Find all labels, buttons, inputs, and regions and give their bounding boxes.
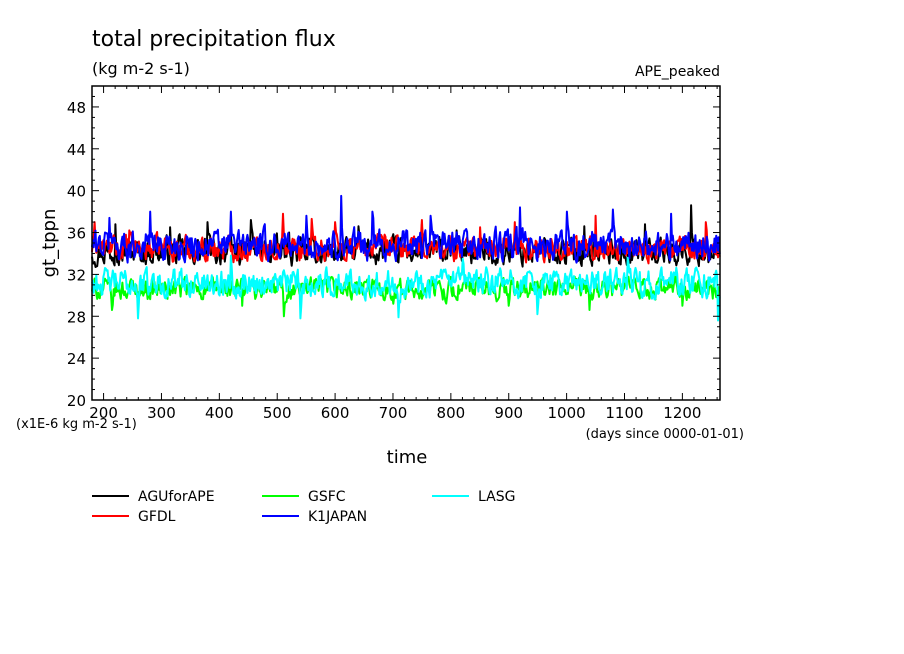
y-tick-label: 24 xyxy=(67,350,86,368)
legend-label: LASG xyxy=(478,489,515,505)
y-tick-label: 40 xyxy=(67,183,86,201)
y-axis-label: gt_tppn xyxy=(39,209,60,278)
x-tick-label: 700 xyxy=(379,404,408,422)
x-tick-label: 1000 xyxy=(548,404,586,422)
legend-label: K1JAPAN xyxy=(308,509,367,525)
legend-item-gsfc: GSFC xyxy=(262,489,346,505)
x-tick-label: 1200 xyxy=(663,404,701,422)
legend-label: GSFC xyxy=(308,489,346,505)
x-tick-label: 1100 xyxy=(605,404,643,422)
x-tick-label: 400 xyxy=(205,404,234,422)
legend-label: AGUforAPE xyxy=(138,489,215,505)
x-tick-label: 200 xyxy=(89,404,118,422)
legend-item-aguforape: AGUforAPE xyxy=(92,489,215,505)
x-axis-unit-label: (days since 0000-01-01) xyxy=(586,427,744,442)
y-tick-label: 48 xyxy=(67,99,86,117)
legend: AGUforAPE GFDL GSFC K1JAPAN LASG xyxy=(92,489,515,525)
series-lines xyxy=(91,194,721,322)
legend-label: GFDL xyxy=(138,509,176,525)
x-tick-label: 300 xyxy=(147,404,176,422)
x-tick-label: 800 xyxy=(437,404,466,422)
legend-item-gfdl: GFDL xyxy=(92,509,176,525)
x-tick-label: 500 xyxy=(263,404,292,422)
x-tick-label: 600 xyxy=(321,404,350,422)
x-tick-label: 900 xyxy=(494,404,523,422)
y-axis-unit-label: (x1E-6 kg m-2 s-1) xyxy=(16,417,137,432)
chart-title: total precipitation flux xyxy=(92,27,336,52)
x-axis: 200 300 400 500 600 700 800 900 1000 1100 1200 xyxy=(89,86,718,422)
chart-annotation: APE_peaked xyxy=(635,64,720,80)
y-axis: 20 24 28 32 36 40 44 48 xyxy=(67,85,720,410)
legend-item-k1japan: K1JAPAN xyxy=(262,509,367,525)
y-tick-label: 20 xyxy=(67,392,86,410)
x-axis-label: time xyxy=(387,447,428,468)
y-tick-label: 44 xyxy=(67,141,86,159)
series-line-lasg xyxy=(91,254,721,322)
y-tick-label: 28 xyxy=(67,308,86,326)
plot-area: 20 24 28 32 36 40 44 48 200 300 400 500 600 700 800 90… xyxy=(67,85,721,422)
y-tick-label: 32 xyxy=(67,266,86,284)
chart-subtitle: (kg m-2 s-1) xyxy=(92,59,190,78)
legend-item-lasg: LASG xyxy=(432,489,515,505)
series-line-k1japan xyxy=(91,194,721,264)
y-tick-label: 36 xyxy=(67,225,86,243)
